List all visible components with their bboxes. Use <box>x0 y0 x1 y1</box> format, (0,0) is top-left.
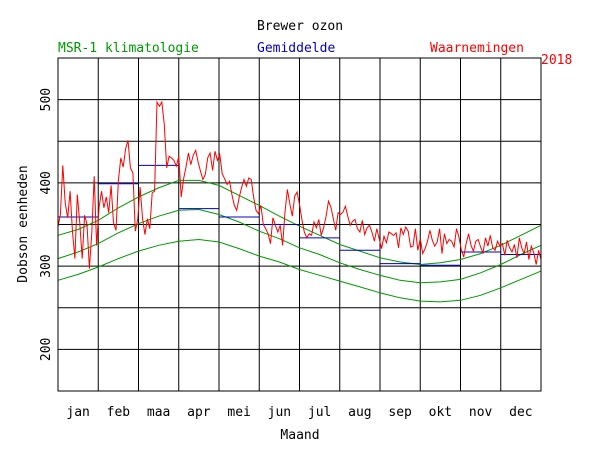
plot-frame <box>57 57 542 392</box>
observations <box>57 100 542 269</box>
x-tick-label-jun: jun <box>268 405 291 420</box>
legend-year: 2018 <box>541 53 572 68</box>
y-tick-label: 500 <box>39 88 54 111</box>
legend-observations: Waarnemingen <box>430 41 524 56</box>
climatology-lower-line <box>57 238 542 303</box>
y-ticks: 200 300 400 500 <box>39 88 54 361</box>
x-ticks: jan feb maa apr mei jun jul aug sep okt nov dec <box>66 405 532 420</box>
climatology-band <box>57 179 542 303</box>
x-tick-label-aug: aug <box>348 405 371 420</box>
x-tick-label-sep: sep <box>388 405 412 420</box>
chart-title: Brewer ozon <box>257 19 343 34</box>
x-tick-label-mei: mei <box>227 405 250 420</box>
x-tick-label-nov: nov <box>469 405 493 420</box>
climatology-mean-line <box>57 208 542 284</box>
x-tick-label-okt: okt <box>429 405 452 420</box>
x-tick-label-dec: dec <box>509 405 532 420</box>
y-tick-label: 400 <box>39 171 54 194</box>
x-tick-label-apr: apr <box>187 405 211 420</box>
climatology-upper-line <box>57 179 542 266</box>
monthly-means <box>58 164 541 266</box>
x-tick-label-maa: maa <box>147 405 170 420</box>
x-tick-label-feb: feb <box>107 405 131 420</box>
x-axis-label: Maand <box>280 428 319 443</box>
observations-line <box>57 100 542 269</box>
y-tick-label: 300 <box>39 254 54 277</box>
x-tick-label-jan: jan <box>66 405 89 420</box>
legend-mean: Gemiddelde <box>257 41 335 56</box>
y-tick-label: 200 <box>39 338 54 361</box>
legend-climatology: MSR-1 klimatologie <box>58 41 199 56</box>
grid <box>58 58 541 391</box>
x-tick-label-jul: jul <box>308 405 331 420</box>
y-axis-label: Dobson eenheden <box>16 165 31 282</box>
